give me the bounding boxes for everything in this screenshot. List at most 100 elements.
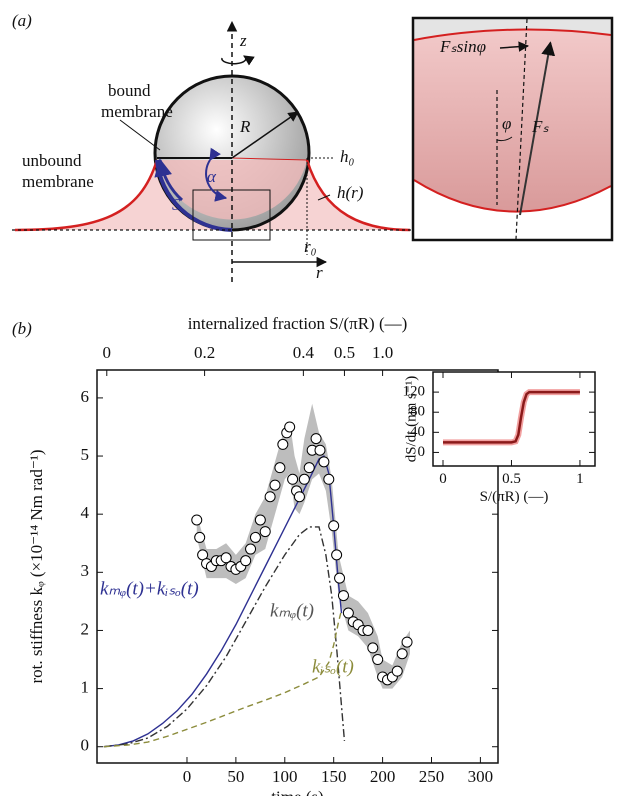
x2-tick-label: 0.4 [293, 343, 315, 362]
x2-tick-label: 0.5 [334, 343, 355, 362]
x-axis-label: time (s) [271, 788, 323, 796]
alpha-arc [205, 147, 228, 202]
x2-axis-label: internalized fraction S/(πR) (—) [188, 314, 408, 333]
error-band [196, 403, 410, 689]
data-point [269, 479, 281, 491]
phi-arc [496, 136, 513, 142]
data-point [337, 590, 349, 602]
x-tick-label: 100 [272, 767, 298, 786]
alpha-label: α [207, 167, 217, 186]
z-label: z [239, 31, 247, 50]
y-tick-label: 2 [81, 619, 90, 638]
data-point [391, 665, 403, 677]
y-tick-label: 6 [81, 387, 90, 406]
x-tick-label: 200 [370, 767, 396, 786]
unbound-membrane-left [14, 159, 159, 232]
bound-label: membrane [101, 102, 173, 121]
y-tick-label: 0 [418, 444, 426, 460]
data-point [334, 572, 346, 584]
data-point [249, 531, 261, 543]
bound-pointer [119, 119, 161, 151]
rotation-arrow [221, 55, 255, 66]
data-point [240, 555, 252, 567]
y-tick-label: 5 [81, 445, 90, 464]
panel-label: (a) [12, 11, 32, 30]
y-tick-label: 120 [403, 384, 426, 400]
line [442, 390, 580, 444]
x-tick-label: 300 [468, 767, 494, 786]
data-point [277, 438, 289, 450]
data-point [220, 552, 232, 564]
h0-label: h₀ [340, 147, 355, 166]
x-tick-label: 50 [227, 767, 244, 786]
x2-tick-label: 0 [103, 343, 112, 362]
force-arrow [519, 41, 556, 216]
inset-fill [414, 29, 611, 212]
y-tick-label: 3 [81, 561, 90, 580]
inset-axis [515, 18, 528, 240]
data-point [298, 473, 310, 485]
membrane-fill [15, 160, 410, 230]
r-label: r [316, 263, 323, 282]
inset-frame [411, 16, 614, 242]
data-point [293, 491, 305, 503]
inset-bg [433, 372, 595, 466]
data-point [259, 526, 271, 538]
force-label: Fₛ [531, 117, 549, 136]
x2-tick-label: 0.2 [194, 343, 215, 362]
data-point [191, 514, 203, 526]
x-tick-label: 0 [439, 471, 447, 487]
unbound-membrane-right [305, 159, 411, 232]
data-point [254, 514, 266, 526]
curve-label: kₘᵩ(t) [270, 600, 314, 621]
curve-label: kᵢₛₒ(t) [312, 656, 354, 677]
curve-label: kₘᵩ(t)+kᵢₛₒ(t) [100, 578, 199, 599]
line [103, 454, 343, 748]
x-axis-label: S/(πR) (—) [480, 489, 549, 505]
line [103, 526, 346, 748]
y-tick-label: 4 [81, 503, 90, 522]
x-tick-label: 250 [419, 767, 445, 786]
data-point [318, 456, 330, 468]
data-point [245, 543, 257, 555]
unbound-label: unbound [22, 151, 82, 170]
x-tick-label: 0 [183, 767, 192, 786]
data-point [194, 531, 206, 543]
h-label: h(r) [337, 183, 364, 202]
plot-frame [432, 371, 596, 467]
data-point [314, 444, 326, 456]
fsin-arrow [499, 41, 530, 52]
radius-arrow [231, 111, 299, 159]
y-tick-label: 40 [410, 424, 425, 440]
zoom-box [192, 189, 271, 241]
y-tick-label: 1 [81, 677, 90, 696]
data-point [401, 636, 413, 648]
data-point [396, 648, 408, 660]
data-point [372, 654, 384, 666]
data-point [362, 624, 374, 636]
x-tick-label: 0.5 [502, 471, 521, 487]
fsin-label: Fₛsinφ [439, 37, 486, 56]
y-tick-label: 0 [81, 736, 90, 755]
data-point [274, 462, 286, 474]
plot-frame [96, 369, 499, 764]
data-point [328, 520, 340, 532]
unbound-label: membrane [22, 172, 94, 191]
inset-top-arc [413, 28, 612, 41]
data-point [342, 607, 354, 619]
y-axis-label: dS/dt (nm s⁻¹) [403, 376, 419, 463]
panel-a-drawing [12, 16, 614, 282]
contact-line-red [231, 157, 308, 161]
data-point [367, 642, 379, 654]
y-tick-label: 80 [410, 404, 425, 420]
inset-bottom-arc [413, 179, 612, 213]
y-axis-label: rot. stiffness kᵩ (×10⁻¹⁴ Nm rad⁻¹) [27, 449, 46, 683]
data-point [310, 433, 322, 445]
line [103, 609, 343, 748]
x-tick-label: 150 [321, 767, 347, 786]
x-tick-label: 1 [576, 471, 584, 487]
h-pointer [317, 194, 331, 201]
phi-label: φ [502, 114, 511, 133]
data-point [287, 473, 299, 485]
